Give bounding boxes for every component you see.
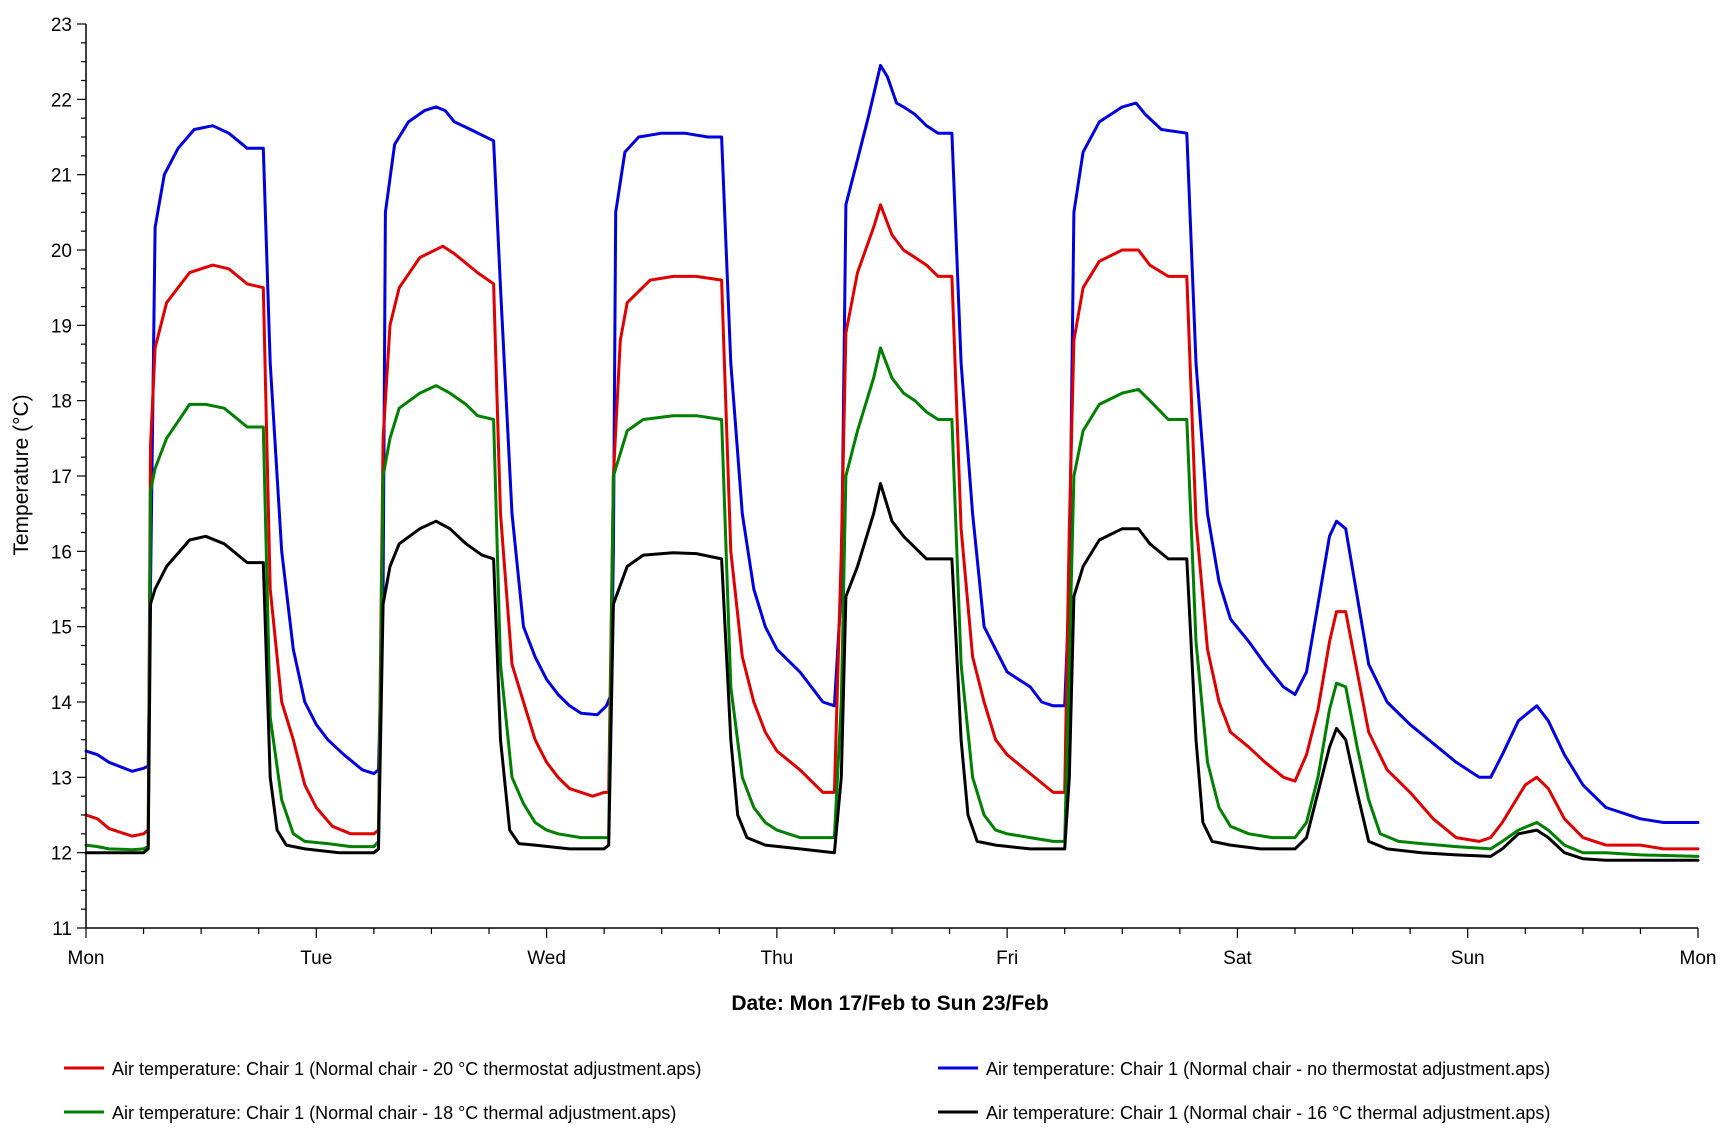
legend: Air temperature: Chair 1 (Normal chair -… [64, 1059, 1550, 1123]
legend-label-2: Air temperature: Chair 1 (Normal chair -… [986, 1059, 1550, 1079]
y-tick-label: 19 [51, 316, 72, 337]
axes: 11 12 13 14 15 16 17 18 19 20 21 22 23 Mon Tue Wed Thu Fr… [51, 15, 1717, 969]
series-line-4 [84, 482, 1700, 862]
y-tick-label: 22 [51, 90, 72, 111]
y-tick-label: 17 [51, 467, 72, 488]
legend-label-3: Air temperature: Chair 1 (Normal chair -… [112, 1103, 676, 1123]
x-axis-label: Date: Mon 17/Feb to Sun 23/Feb [731, 992, 1048, 1015]
legend-label-4: Air temperature: Chair 1 (Normal chair -… [986, 1103, 1550, 1123]
x-tick-label: Sat [1223, 948, 1252, 969]
y-tick-label: 16 [51, 542, 72, 563]
series-lines [84, 63, 1700, 862]
y-tick-label: 11 [52, 919, 72, 940]
x-tick-label: Mon [68, 948, 105, 969]
y-tick-label: 15 [51, 618, 72, 639]
x-tick-label: Sun [1451, 948, 1485, 969]
y-tick-label: 13 [51, 768, 72, 789]
y-tick-label: 21 [51, 166, 72, 187]
legend-label-1: Air temperature: Chair 1 (Normal chair -… [112, 1059, 701, 1079]
series-line-1 [84, 203, 1700, 851]
x-tick-label: Tue [300, 948, 332, 969]
x-tick-label: Thu [760, 948, 793, 969]
y-tick-label: 18 [51, 392, 72, 413]
x-tick-label: Wed [527, 948, 566, 969]
y-tick-label: 14 [51, 693, 73, 714]
y-tick-label: 23 [51, 15, 72, 36]
y-tick-label: 20 [51, 241, 72, 262]
x-tick-label: Fri [996, 948, 1018, 969]
x-tick-label: Mon [1680, 948, 1717, 969]
y-tick-label: 12 [51, 844, 72, 865]
series-line-3 [84, 346, 1700, 858]
y-axis-label: Temperature (°C) [10, 394, 33, 555]
series-line-2 [84, 63, 1700, 824]
